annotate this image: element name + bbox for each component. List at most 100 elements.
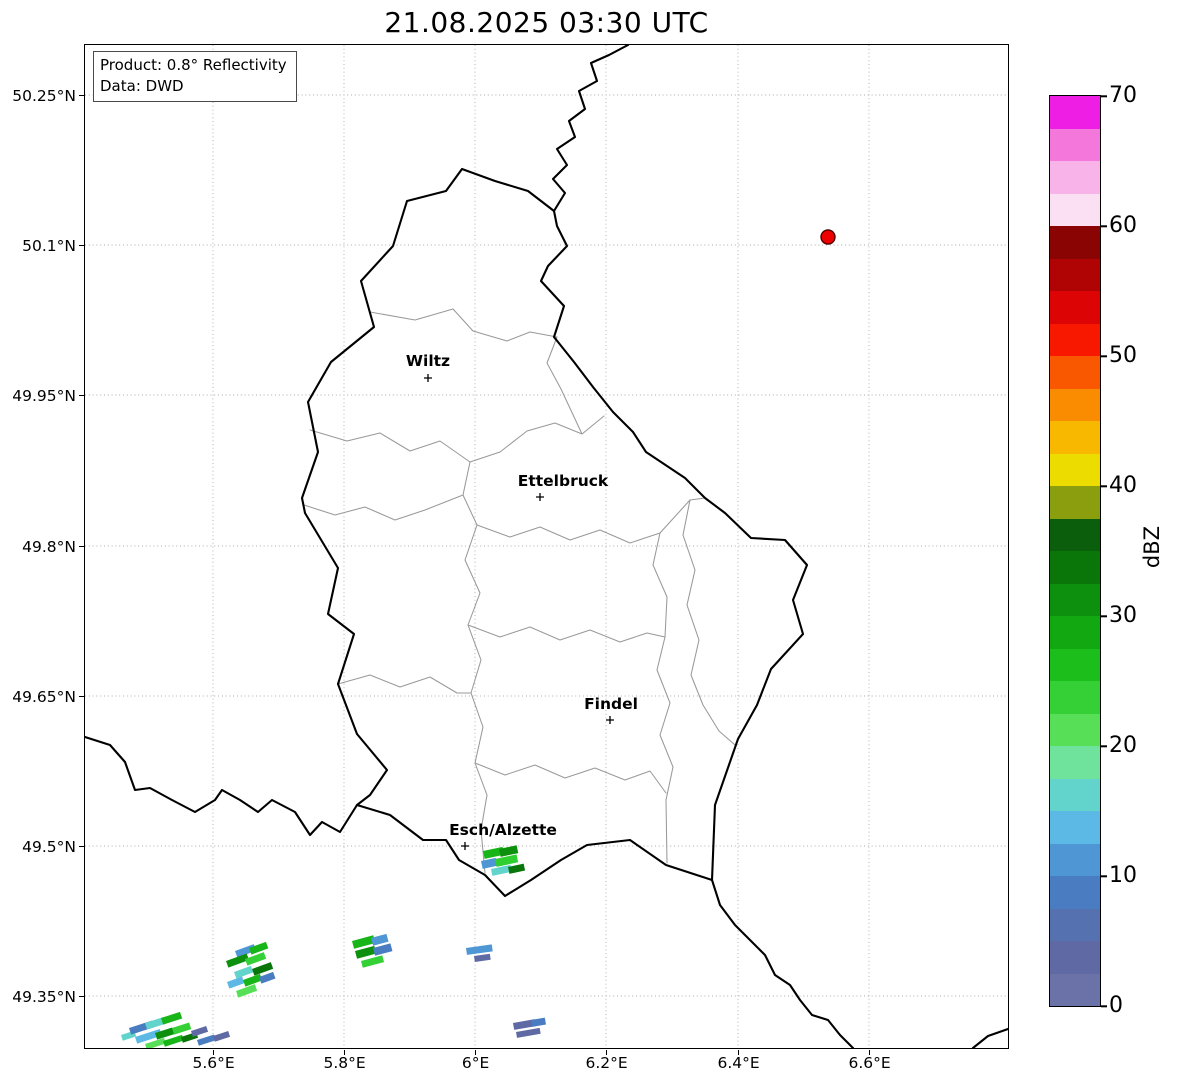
- colorbar-segment: [1050, 681, 1100, 714]
- colorbar-segment: [1050, 583, 1100, 616]
- radar-echo: [212, 1031, 231, 1042]
- radar-echo: [191, 1026, 209, 1037]
- country-border: [710, 878, 855, 1048]
- colorbar-tick-label: 60: [1109, 213, 1137, 239]
- radar-echo: [491, 864, 513, 876]
- canton-border: [462, 461, 488, 874]
- radar-echo: [154, 1027, 175, 1040]
- colorbar-segment: [1050, 876, 1100, 909]
- x-axis-tick: [343, 1050, 346, 1055]
- x-axis-tick: [737, 1050, 740, 1055]
- canton-border: [303, 494, 464, 521]
- city-marker: [606, 716, 614, 724]
- radar-echo: [355, 945, 377, 959]
- colorbar-segment: [1050, 551, 1100, 584]
- radar-echo: [249, 941, 269, 955]
- colorbar-segment: [1050, 713, 1100, 746]
- y-axis-tick: [79, 94, 84, 97]
- colorbar-segment: [1050, 226, 1100, 259]
- y-axis-tick-label: 49.95°N: [12, 386, 76, 405]
- colorbar-segment: [1050, 746, 1100, 779]
- colorbar-tick-label: 40: [1109, 473, 1137, 499]
- y-axis-tick-label: 49.5°N: [22, 837, 76, 856]
- radar-echo: [134, 1028, 162, 1044]
- radar-echo: [360, 955, 385, 968]
- colorbar-tick: [1101, 225, 1107, 227]
- x-axis-tick: [868, 1050, 871, 1055]
- country-border: [551, 45, 630, 213]
- city-label: Esch/Alzette: [449, 821, 557, 839]
- colorbar-segment: [1050, 518, 1100, 551]
- x-axis-tick-label: 6.6°E: [848, 1054, 891, 1072]
- radar-echo: [474, 953, 491, 962]
- city-marker: [536, 493, 544, 501]
- colorbar-tick-label: 20: [1109, 733, 1137, 759]
- colorbar-segment: [1050, 161, 1100, 194]
- radar-echo: [172, 1022, 192, 1035]
- city-marker: [424, 374, 432, 382]
- radar-echo: [161, 1011, 183, 1025]
- colorbar-tick-label: 70: [1109, 83, 1137, 109]
- colorbar-segment: [1050, 843, 1100, 876]
- radar-echo: [512, 1019, 536, 1030]
- y-axis-tick-label: 49.8°N: [22, 537, 76, 556]
- radar-echo: [531, 1017, 547, 1027]
- radar-echo: [352, 935, 376, 949]
- radar-echo: [145, 1037, 166, 1048]
- radar-echo: [466, 944, 493, 955]
- product-info-box: Product: 0.8° Reflectivity Data: DWD: [93, 51, 297, 102]
- y-axis-tick: [79, 394, 84, 397]
- canton-border: [369, 308, 558, 342]
- colorbar-tick: [1101, 875, 1107, 877]
- colorbar-tick: [1101, 355, 1107, 357]
- x-axis-tick-label: 6.2°E: [585, 1054, 628, 1072]
- map-canvas: [85, 45, 1008, 1048]
- y-axis-tick-label: 50.25°N: [12, 86, 76, 105]
- y-axis-tick: [79, 695, 84, 698]
- y-axis-tick: [79, 545, 84, 548]
- city-label: Findel: [584, 695, 638, 713]
- radar-echo: [259, 971, 276, 984]
- radar-echo: [508, 863, 526, 874]
- colorbar-segment: [1050, 973, 1100, 1006]
- x-axis-tick: [212, 1050, 215, 1055]
- radar-echo: [245, 952, 267, 966]
- map-plot-area: Product: 0.8° Reflectivity Data: DWD Wil…: [84, 44, 1009, 1049]
- colorbar-segment: [1050, 941, 1100, 974]
- y-axis-tick-label: 49.35°N: [12, 987, 76, 1006]
- radar-echo: [145, 1016, 167, 1030]
- colorbar: [1049, 95, 1101, 1007]
- radar-site-marker: [820, 229, 836, 245]
- y-axis-tick-label: 50.1°N: [22, 236, 76, 255]
- colorbar-segment: [1050, 291, 1100, 324]
- canton-border: [546, 336, 583, 435]
- colorbar-tick-label: 50: [1109, 343, 1137, 369]
- colorbar-segment: [1050, 356, 1100, 389]
- canton-border: [467, 624, 666, 643]
- x-axis-tick-label: 6°E: [461, 1054, 490, 1072]
- colorbar-tick: [1101, 95, 1107, 97]
- radar-echo: [370, 933, 389, 946]
- radar-echo: [498, 845, 519, 857]
- x-axis-tick-label: 5.8°E: [323, 1054, 366, 1072]
- city-label: Ettelbruck: [517, 472, 609, 490]
- radar-echo: [226, 976, 245, 989]
- data-source-line: Data: DWD: [100, 77, 184, 95]
- figure-title: 21.08.2025 03:30 UTC: [384, 6, 709, 39]
- radar-echo: [516, 1027, 541, 1038]
- city-label: Wiltz: [405, 352, 451, 370]
- colorbar-axis-label: dBZ: [1140, 525, 1164, 569]
- colorbar-segment: [1050, 453, 1100, 486]
- country-border: [300, 167, 809, 898]
- colorbar-segment: [1050, 486, 1100, 519]
- country-border: [971, 1027, 1008, 1048]
- radar-echo: [494, 854, 519, 867]
- colorbar-segment: [1050, 193, 1100, 226]
- radar-echo: [481, 857, 498, 869]
- colorbar-segment: [1050, 388, 1100, 421]
- colorbar-segment: [1050, 811, 1100, 844]
- colorbar-tick: [1101, 745, 1107, 747]
- radar-echo: [243, 973, 263, 987]
- colorbar-segment: [1050, 96, 1100, 129]
- y-axis-tick: [79, 995, 84, 998]
